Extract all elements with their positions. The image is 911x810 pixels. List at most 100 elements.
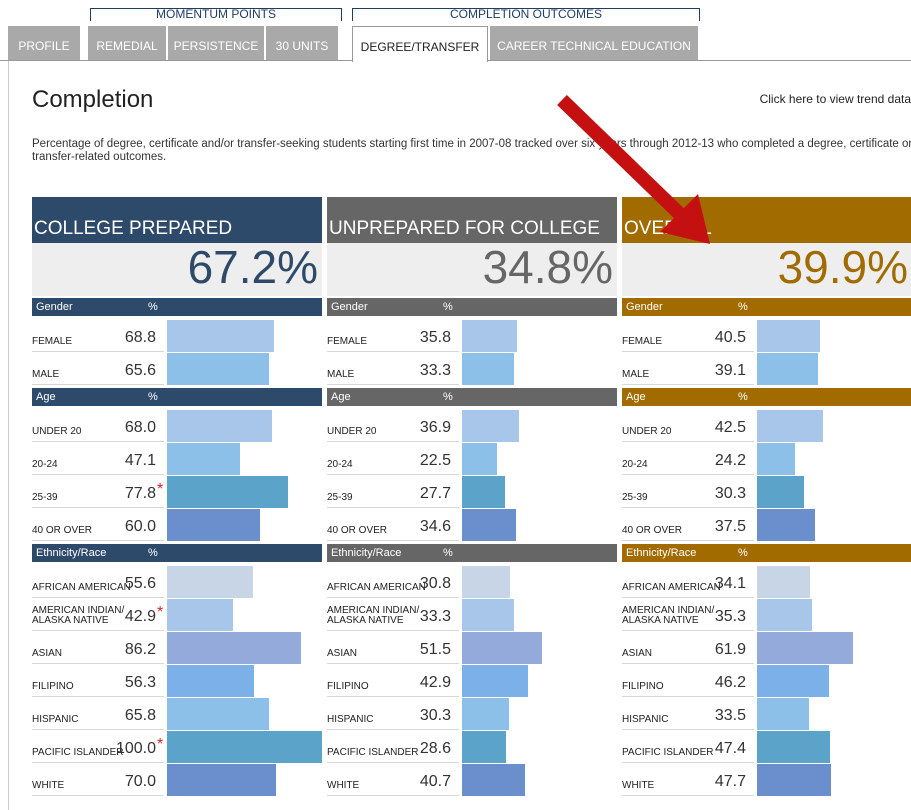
- row-label: 40 OR OVER: [622, 525, 683, 536]
- bar: [167, 665, 255, 697]
- row-divider: [327, 540, 459, 541]
- row-divider: [622, 507, 754, 508]
- row-divider: [622, 540, 754, 541]
- row-value: 35.8: [419, 329, 451, 346]
- row-value: 34.6: [419, 518, 451, 535]
- bar: [757, 764, 831, 796]
- tab-group-label: COMPLETION OUTCOMES: [352, 8, 700, 21]
- tab[interactable]: REMEDIAL: [88, 26, 166, 60]
- row-divider: [327, 729, 459, 730]
- bar: [462, 764, 526, 796]
- row-label: PACIFIC ISLANDER: [622, 747, 714, 758]
- row-value: 42.5: [714, 419, 746, 436]
- row-value: 30.8: [419, 575, 451, 592]
- section-unit: %: [738, 391, 748, 403]
- row-label: 20-24: [32, 459, 58, 470]
- tab[interactable]: PROFILE: [8, 26, 80, 60]
- bar: [462, 665, 529, 697]
- row-label: 20-24: [622, 459, 648, 470]
- panel-title: COLLEGE PREPARED: [34, 218, 233, 239]
- row-divider: [622, 441, 754, 442]
- row-value: 42.9: [124, 608, 156, 625]
- row-divider: [32, 597, 164, 598]
- bar: [167, 320, 274, 352]
- bar: [462, 320, 518, 352]
- arrow-head: [660, 194, 710, 244]
- bar: [167, 476, 288, 508]
- tab[interactable]: PERSISTENCE: [168, 26, 264, 60]
- row-value: 56.3: [124, 674, 156, 691]
- bar: [757, 632, 853, 664]
- trend-link[interactable]: Click here to view trend data: [759, 92, 911, 106]
- row-value: 30.3: [714, 485, 746, 502]
- row-label: 20-24: [327, 459, 353, 470]
- arrow-shaft: [557, 94, 693, 228]
- tab[interactable]: 30 UNITS: [266, 26, 338, 60]
- row-label: FILIPINO: [32, 681, 74, 692]
- section-unit: %: [738, 547, 748, 559]
- bar: [462, 476, 505, 508]
- bar: [167, 698, 269, 730]
- bar: [167, 599, 234, 631]
- row-divider: [622, 630, 754, 631]
- bar: [757, 599, 812, 631]
- row-value: 60.0: [124, 518, 156, 535]
- row-value: 35.3: [714, 608, 746, 625]
- section-unit: %: [443, 301, 453, 313]
- section-unit: %: [148, 547, 158, 559]
- section-unit: %: [148, 301, 158, 313]
- row-divider: [622, 474, 754, 475]
- row-label: FEMALE: [327, 336, 368, 347]
- section-header: [622, 388, 911, 406]
- bar: [462, 509, 516, 541]
- row-label: PACIFIC ISLANDER: [327, 747, 419, 758]
- row-value: 36.9: [419, 419, 451, 436]
- bar: [462, 698, 509, 730]
- row-value: 40.5: [714, 329, 746, 346]
- row-value: 65.8: [124, 707, 156, 724]
- section-header: [327, 388, 617, 406]
- bar: [757, 698, 809, 730]
- section-header: [622, 298, 911, 316]
- bar: [757, 410, 823, 442]
- section-header: [32, 544, 322, 562]
- tab[interactable]: CAREER TECHNICAL EDUCATION: [490, 26, 698, 60]
- row-label: FILIPINO: [622, 681, 664, 692]
- row-divider: [32, 630, 164, 631]
- section-unit: %: [443, 391, 453, 403]
- bar: [167, 443, 240, 475]
- bar: [757, 731, 831, 763]
- row-label: 40 OR OVER: [32, 525, 93, 536]
- bar: [167, 764, 276, 796]
- row-value: 27.7: [419, 485, 451, 502]
- bar: [757, 353, 818, 385]
- row-label: UNDER 20: [622, 426, 672, 437]
- row-value: 34.1: [714, 575, 746, 592]
- bar: [167, 509, 260, 541]
- section-header: [32, 388, 322, 406]
- row-divider: [622, 663, 754, 664]
- row-value: 33.5: [714, 707, 746, 724]
- section-label: Gender: [36, 301, 73, 313]
- section-label: Gender: [331, 301, 368, 313]
- row-divider: [32, 696, 164, 697]
- row-label: FEMALE: [622, 336, 663, 347]
- section-unit: %: [443, 547, 453, 559]
- row-label: AFRICAN AMERICAN: [622, 582, 721, 593]
- row-value: 47.4: [714, 740, 746, 757]
- row-flag: *: [157, 481, 164, 498]
- row-divider: [327, 474, 459, 475]
- tab[interactable]: DEGREE/TRANSFER: [352, 26, 488, 62]
- total-value: 39.9%: [777, 241, 908, 293]
- row-label: ASIAN: [622, 648, 653, 659]
- row-divider: [32, 663, 164, 664]
- row-flag: *: [157, 736, 164, 753]
- row-value: 68.8: [124, 329, 156, 346]
- panel-title: UNPREPARED FOR COLLEGE: [329, 218, 600, 239]
- row-value: 33.3: [419, 362, 451, 379]
- row-divider: [622, 696, 754, 697]
- row-value: 42.9: [419, 674, 451, 691]
- bar: [167, 731, 322, 763]
- row-label: AFRICAN AMERICAN: [32, 582, 131, 593]
